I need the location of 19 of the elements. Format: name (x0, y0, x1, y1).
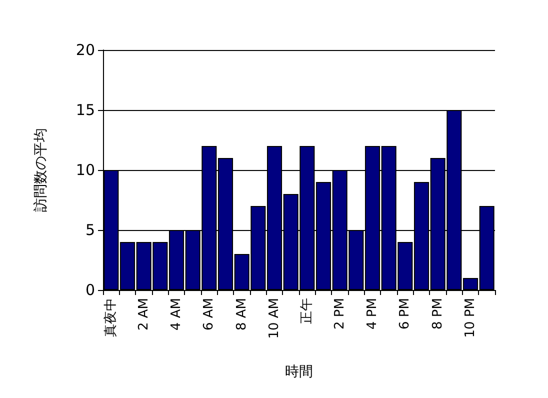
y-tick-label: 0 (85, 281, 95, 299)
x-tick-label: 10 PM (463, 298, 478, 338)
x-tick-label: 4 AM (169, 298, 184, 331)
y-tick-label: 10 (76, 161, 95, 179)
x-tick-label: 6 AM (202, 298, 217, 331)
x-tick-label: 6 PM (398, 298, 413, 330)
y-tick-label: 5 (85, 221, 95, 239)
x-tick-label: 2 PM (332, 298, 348, 330)
x-tick-label: 8 AM (234, 298, 250, 331)
x-tick-label: 2 AM (136, 298, 152, 331)
y-axis-title: 訪問数の平均 (33, 128, 49, 212)
y-tick-label: 20 (76, 41, 95, 59)
y-tick-label: 15 (76, 101, 95, 119)
x-tick-label: 8 PM (430, 298, 446, 330)
x-axis-title: 時間 (285, 364, 313, 380)
x-tick-label: 10 AM (267, 298, 282, 339)
x-tick-label: 真夜中 (102, 298, 119, 337)
x-tick-label: 正午 (300, 298, 315, 324)
x-tick-label: 4 PM (365, 298, 380, 330)
